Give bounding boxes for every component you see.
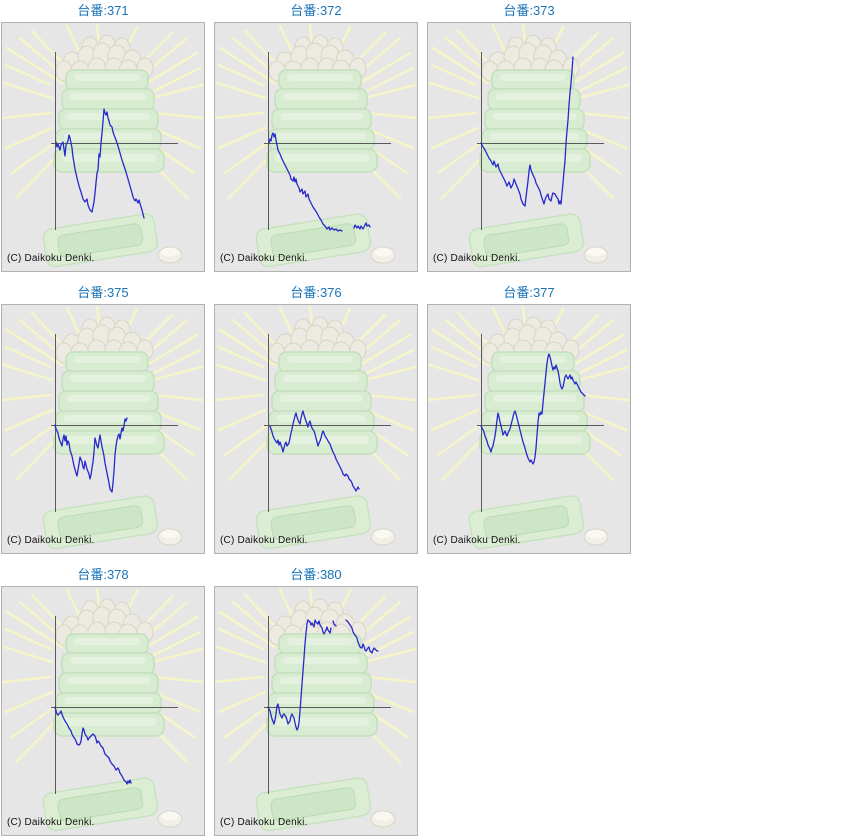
payout-line	[480, 353, 586, 465]
machine-title[interactable]: 台番:372	[290, 3, 342, 18]
pachinko-tray-watermark	[428, 23, 630, 270]
payout-line	[55, 108, 145, 219]
machine-panel: 台番:378 (C) Daikoku Denki.	[1, 566, 205, 836]
pachinko-tray-watermark	[215, 23, 417, 270]
payout-line	[268, 132, 371, 232]
slump-graph-box: (C) Daikoku Denki.	[214, 586, 418, 836]
copyright-label: (C) Daikoku Denki.	[7, 253, 95, 264]
axes	[51, 334, 178, 512]
copyright-label: (C) Daikoku Denki.	[220, 817, 308, 828]
slump-graph-box: (C) Daikoku Denki.	[1, 22, 205, 272]
axes	[477, 334, 604, 512]
slump-graph-box: (C) Daikoku Denki.	[214, 22, 418, 272]
slump-graph	[215, 305, 417, 552]
machine-panel: 台番:375 (C) Daikoku Denki.	[1, 284, 205, 554]
slump-graph-box: (C) Daikoku Denki.	[214, 304, 418, 554]
slump-graph-box: (C) Daikoku Denki.	[427, 22, 631, 272]
axes	[477, 52, 604, 230]
machine-title[interactable]: 台番:378	[77, 567, 129, 582]
copyright-label: (C) Daikoku Denki.	[220, 253, 308, 264]
copyright-label: (C) Daikoku Denki.	[7, 535, 95, 546]
copyright-label: (C) Daikoku Denki.	[433, 535, 521, 546]
machine-title[interactable]: 台番:376	[290, 285, 342, 300]
machine-title[interactable]: 台番:375	[77, 285, 129, 300]
slump-graph-box: (C) Daikoku Denki.	[1, 586, 205, 836]
machine-title[interactable]: 台番:380	[290, 567, 342, 582]
payout-line	[269, 410, 360, 492]
slump-graph	[428, 305, 630, 552]
pachinko-tray-watermark	[2, 587, 204, 834]
copyright-label: (C) Daikoku Denki.	[433, 253, 521, 264]
slump-graph	[215, 587, 417, 834]
machine-panel: 台番:376 (C) Daikoku Denki.	[214, 284, 418, 554]
axes	[51, 52, 178, 230]
axes	[264, 334, 391, 512]
slump-graph-box: (C) Daikoku Denki.	[1, 304, 205, 554]
copyright-label: (C) Daikoku Denki.	[220, 535, 308, 546]
machine-title[interactable]: 台番:373	[503, 3, 555, 18]
payout-line	[480, 56, 574, 207]
slump-graph	[2, 587, 204, 834]
slump-graph	[428, 23, 630, 270]
machine-panel: 台番:380 (C) Daikoku Denki.	[214, 566, 418, 836]
machine-title[interactable]: 台番:371	[77, 3, 129, 18]
pachinko-tray-watermark	[2, 23, 204, 270]
slump-graph-box: (C) Daikoku Denki.	[427, 304, 631, 554]
pachinko-tray-watermark	[2, 305, 204, 552]
pachinko-tray-watermark	[428, 305, 630, 552]
copyright-label: (C) Daikoku Denki.	[7, 817, 95, 828]
slump-graph	[2, 305, 204, 552]
pachinko-tray-watermark	[215, 305, 417, 552]
payout-line	[54, 417, 128, 493]
machine-panel: 台番:372 (C) Daikoku Denki.	[214, 2, 418, 272]
machine-panel: 台番:371 (C) Daikoku Denki.	[1, 2, 205, 272]
axes	[264, 52, 391, 230]
machine-panel: 台番:377 (C) Daikoku Denki.	[427, 284, 631, 554]
pachinko-tray-watermark	[215, 587, 417, 834]
slump-graph	[2, 23, 204, 270]
machine-title[interactable]: 台番:377	[503, 285, 555, 300]
slump-graph	[215, 23, 417, 270]
machine-panel: 台番:373 (C) Daikoku Denki.	[427, 2, 631, 272]
